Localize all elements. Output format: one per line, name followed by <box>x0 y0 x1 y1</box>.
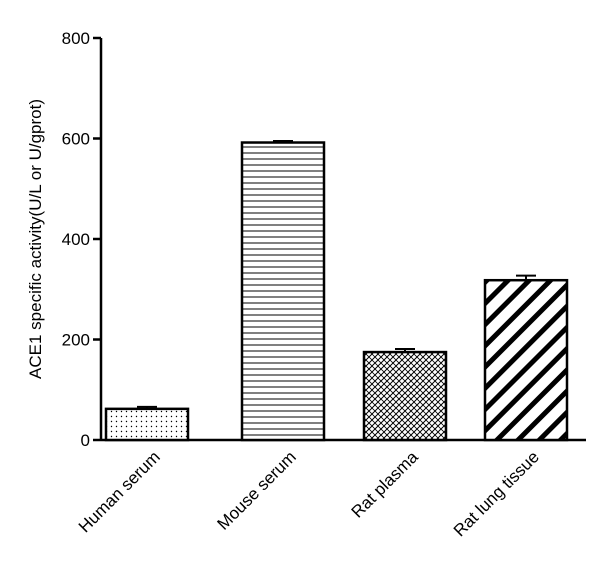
x-tick-label-rat-plasma: Rat plasma <box>348 447 423 522</box>
error-bar-rat-lung-tissue <box>516 274 536 281</box>
y-tick-label: 400 <box>62 230 90 249</box>
y-axis-title: ACE1 specific activity(U/L or U/gprot) <box>26 99 45 379</box>
y-tick-label: 0 <box>81 431 90 450</box>
bar-human-serum <box>104 407 190 442</box>
x-axis-labels: Human serum Mouse serum Rat plasma Rat lung… <box>75 447 543 540</box>
error-bar-human-serum <box>137 405 157 409</box>
bar-rat-lung-tissue <box>483 278 569 442</box>
error-bar-mouse-serum <box>273 140 293 143</box>
x-tick-label-rat-lung-tissue: Rat lung tissue <box>450 447 543 540</box>
y-tick-label: 200 <box>62 331 90 350</box>
y-axis-ticks: 0 200 400 600 800 <box>62 29 101 450</box>
error-bar-rat-plasma <box>395 348 415 353</box>
x-tick-label-human-serum: Human serum <box>75 447 164 536</box>
bars <box>104 140 569 442</box>
bar-mouse-serum <box>240 141 326 442</box>
y-tick-label: 800 <box>62 29 90 48</box>
y-tick-label: 600 <box>62 130 90 149</box>
bar-rat-plasma <box>362 350 448 442</box>
x-tick-label-mouse-serum: Mouse serum <box>214 447 300 533</box>
